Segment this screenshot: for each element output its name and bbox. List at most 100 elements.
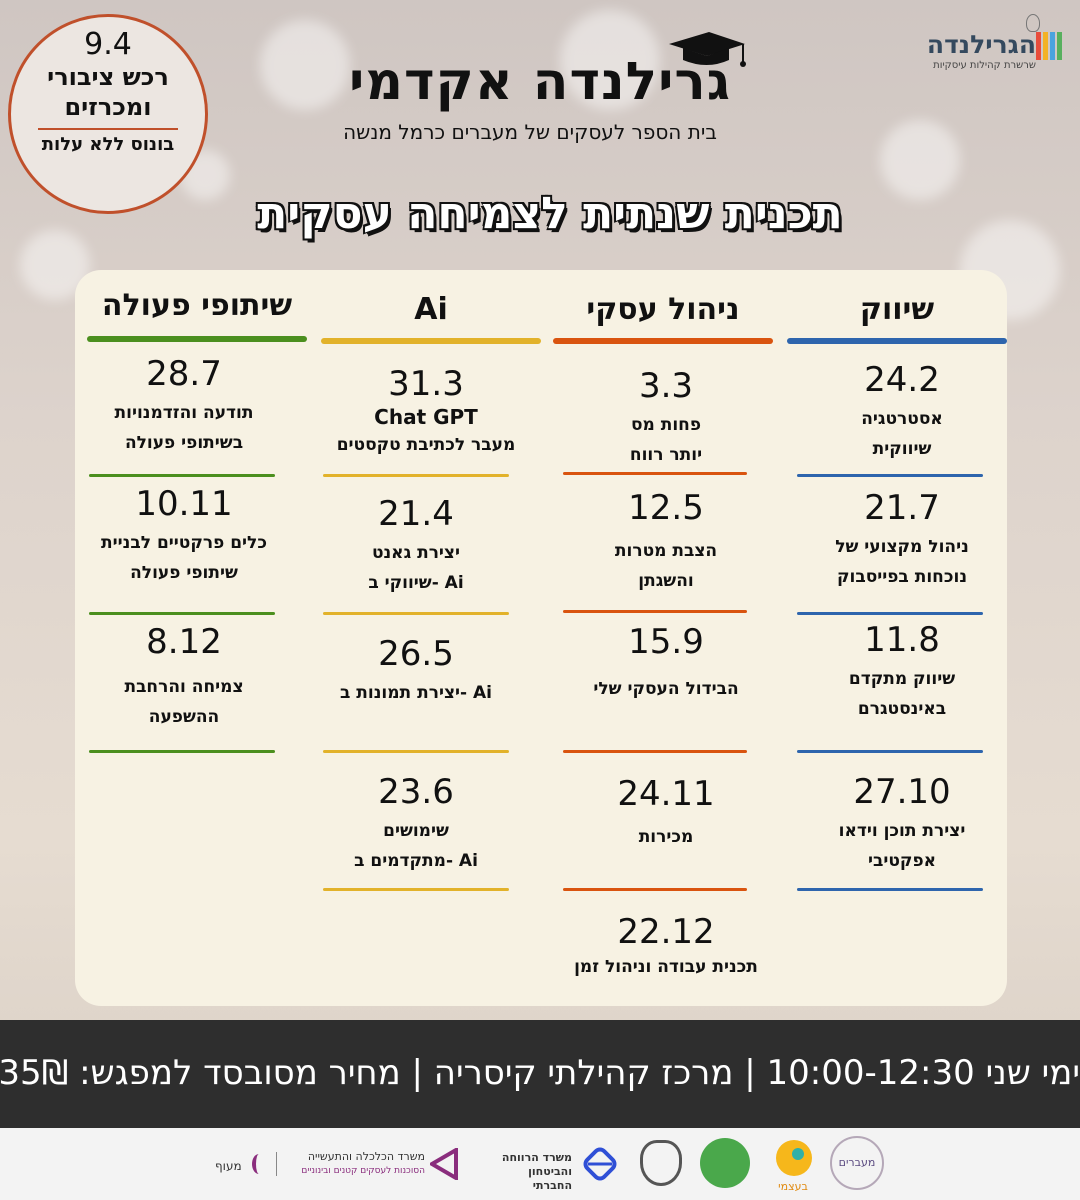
bonus-badge: 9.4 רכש ציבורי ומכרזים בונוס ללא עלות bbox=[8, 14, 208, 214]
bonus-date: 9.4 bbox=[84, 27, 132, 62]
column-underline bbox=[787, 338, 1007, 344]
economy-ministry-label: משרד הכלכלה והתעשייה הסוכנות לעסקים קטני… bbox=[290, 1150, 425, 1178]
welfare-ministry-label: משרד הרווחה והביטחון החברתי bbox=[486, 1151, 572, 1193]
session-item: 12.5 הצבת מטרות והשגתן bbox=[571, 488, 761, 596]
divider bbox=[323, 474, 509, 477]
session-title: שימושים bbox=[383, 821, 449, 841]
column-title: שיתופי פעולה bbox=[101, 288, 293, 323]
column-business-management: ניהול עסקי bbox=[553, 270, 773, 344]
maavarim-icon: מעברים bbox=[830, 1136, 884, 1190]
session-title: תודעה והזדמנויות bbox=[114, 403, 254, 423]
session-title: הבידול העסקי שלי bbox=[593, 679, 739, 699]
session-title: יצירת תוכן וידאו bbox=[838, 821, 966, 841]
session-title: כלים פרקטיים לבניית bbox=[101, 533, 267, 553]
divider bbox=[563, 610, 747, 613]
bokeh-light bbox=[260, 20, 350, 110]
bonus-topic-line1: רכש ציבורי bbox=[47, 63, 169, 91]
session-title-line2: שיתופי פעולה bbox=[130, 563, 238, 583]
brand-name: הגרילנדה bbox=[926, 30, 1036, 59]
session-title: מכירות bbox=[638, 827, 694, 847]
session-title: הצבת מטרות bbox=[614, 541, 718, 561]
divider bbox=[89, 750, 275, 753]
column-title: שיווק bbox=[859, 292, 935, 327]
divider bbox=[797, 474, 983, 477]
session-title: תכנית עבודה וניהול זמן bbox=[574, 957, 758, 977]
session-item: 10.11 כלים פרקטיים לבניית שיתופי פעולה bbox=[89, 484, 279, 588]
session-title-line2: שיווקית bbox=[872, 439, 932, 459]
bokeh-light bbox=[880, 120, 960, 200]
session-date: 24.11 bbox=[617, 774, 715, 814]
bokeh-light bbox=[560, 10, 660, 110]
session-title-line2: נוכחות בפייסבוק bbox=[836, 567, 968, 587]
maof-label: מעוף bbox=[215, 1159, 242, 1173]
column-marketing: שיווק bbox=[787, 270, 1007, 344]
divider bbox=[563, 750, 747, 753]
column-underline bbox=[553, 338, 773, 344]
session-item: 27.10 יצירת תוכן וידאו אפקטיבי bbox=[807, 772, 997, 876]
welfare-ministry-name: משרד הרווחה bbox=[501, 1151, 572, 1164]
welfare-ministry-sub: והביטחון החברתי bbox=[528, 1165, 572, 1192]
session-title-line2: יותר רווח bbox=[629, 445, 703, 465]
divider bbox=[323, 888, 509, 891]
lightbulb-icon bbox=[1026, 14, 1040, 32]
session-date: 21.4 bbox=[378, 494, 454, 534]
session-item: 26.5 יצירת תמונות ב- Ai bbox=[321, 634, 511, 708]
session-title: פחות מס bbox=[630, 415, 702, 435]
session-date: 27.10 bbox=[853, 772, 951, 812]
divider bbox=[563, 888, 747, 891]
brand-tagline: שרשרת קהילות עיסקיות bbox=[933, 60, 1036, 71]
municipal-emblem-icon bbox=[640, 1140, 682, 1186]
session-title: ניהול מקצועי של bbox=[835, 537, 969, 557]
session-date: 10.11 bbox=[135, 484, 233, 524]
session-item: 22.12 תכנית עבודה וניהול זמן bbox=[551, 912, 781, 982]
graduation-cap-icon bbox=[669, 32, 746, 67]
schedule-card: שיווק 24.2 אסטרטגיה שיווקית 21.7 ניהול מ… bbox=[75, 270, 1007, 1006]
session-date: 15.9 bbox=[628, 622, 704, 662]
logo-bars-icon bbox=[1036, 32, 1062, 60]
page-subtitle: בית הספר לעסקים של מעברים כרמל מנשה bbox=[343, 120, 717, 144]
session-item: 23.6 שימושים מתקדמים ב- Ai bbox=[321, 772, 511, 876]
session-date: 31.3 bbox=[388, 364, 464, 404]
session-title: יצירת תמונות ב- Ai bbox=[339, 683, 493, 703]
brand-logo: הגרילנדה שרשרת קהילות עיסקיות bbox=[907, 14, 1062, 72]
badge-divider bbox=[38, 128, 178, 130]
page-title: גרילנדה אקדמי bbox=[349, 52, 731, 112]
session-item: 24.11 מכירות bbox=[571, 774, 761, 852]
session-title-line2: ההשפעה bbox=[148, 707, 220, 727]
welfare-ministry-icon bbox=[583, 1147, 617, 1181]
divider bbox=[89, 612, 275, 615]
session-item: 28.7 תודעה והזדמנויות בשיתופי פעולה bbox=[89, 354, 279, 458]
logo-divider bbox=[276, 1152, 277, 1176]
session-item: 21.7 ניהול מקצועי של נוכחות בפייסבוק bbox=[807, 488, 997, 592]
session-title-line2: שיווקי ב- Ai bbox=[368, 573, 464, 593]
session-title-line2: אפקטיבי bbox=[868, 851, 936, 871]
economy-ministry-icon bbox=[430, 1148, 458, 1180]
session-title-line2: מעבר לכתיבת טקסטים bbox=[336, 435, 516, 455]
session-date: 12.5 bbox=[628, 488, 704, 528]
session-item: 8.12 צמיחה והרחבת ההשפעה bbox=[89, 622, 279, 732]
bonus-topic-line2: ומכרזים bbox=[64, 93, 152, 121]
session-title-line2: בשיתופי פעולה bbox=[124, 433, 244, 453]
economy-ministry-sub: הסוכנות לעסקים קטנים ובינוניים bbox=[301, 1166, 425, 1176]
session-title: שיווק מתקדם bbox=[848, 669, 956, 689]
session-title: Chat GPT bbox=[374, 405, 478, 429]
schedule-info: ימי שני 10:00-12:30 | מרכז קהילתי קיסריה… bbox=[0, 1053, 1080, 1093]
session-item: 24.2 אסטרטגיה שיווקית bbox=[807, 360, 997, 464]
column-title: Ai bbox=[414, 292, 448, 327]
column-underline bbox=[87, 336, 307, 342]
economy-ministry-name: משרד הכלכלה והתעשייה bbox=[307, 1150, 425, 1163]
session-item: 15.9 הבידול העסקי שלי bbox=[571, 622, 761, 704]
column-ai: Ai bbox=[321, 270, 541, 344]
session-item: 31.3 Chat GPT מעבר לכתיבת טקסטים bbox=[321, 364, 531, 460]
divider bbox=[323, 612, 509, 615]
beatzmi-icon bbox=[776, 1140, 812, 1176]
divider bbox=[323, 750, 509, 753]
session-date: 23.6 bbox=[378, 772, 454, 812]
session-item: 11.8 שיווק מתקדם באינסטגרם bbox=[807, 620, 997, 724]
column-title: ניהול עסקי bbox=[586, 292, 740, 327]
session-date: 26.5 bbox=[378, 634, 454, 674]
regional-council-icon bbox=[700, 1138, 750, 1188]
bonus-label: בונוס ללא עלות bbox=[41, 134, 175, 155]
session-title: צמיחה והרחבת bbox=[124, 677, 244, 697]
maof-icon bbox=[252, 1154, 266, 1174]
